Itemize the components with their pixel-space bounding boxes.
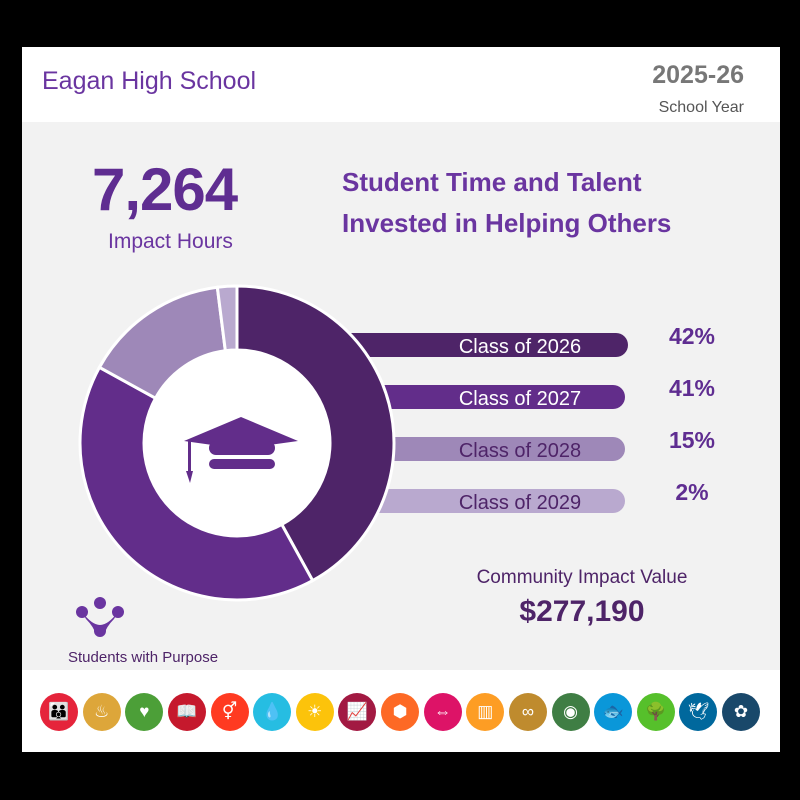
percent-label: 41% [668,375,716,401]
school-year-label: School Year [658,99,744,116]
chart-title-line-2: Invested in Helping Others [342,208,672,238]
impact-hours-label: Impact Hours [108,230,233,253]
donut-chart: Class of 2026 Class of 2027 Class of 2028 C… [78,284,628,602]
gender-equality-icon: ⚥ [210,693,249,731]
sdg-icons-row: 👪 ♨ ♥ 📖 ⚥ 💧 ☀ 📈 ⬢ ⇔ ▥ ∞ ◉ 🐟 🌳 🕊 ✿ [40,693,760,733]
percent-label: 15% [668,427,716,453]
chart-title-line-1: Student Time and Talent [342,167,642,197]
bar-label: Class of 2029 [459,492,581,514]
bar-class-of-2027 [342,385,625,409]
decent-work-icon: 📈 [338,693,377,731]
industry-innovation-icon: ⬢ [381,693,419,731]
community-impact-label: Community Impact Value [476,567,688,588]
infographic-card: Eagan High School 2025-26 School Year 7,… [22,47,780,752]
bar-label: Class of 2026 [459,336,581,358]
bar-class-of-2026 [342,333,628,357]
clean-water-icon: 💧 [253,693,292,731]
donut-slice-class-of-2026 [235,284,396,583]
donut-slice-class-of-2027 [78,365,315,602]
good-health-icon: ♥ [125,693,164,731]
bar-label: Class of 2027 [459,388,581,410]
climate-action-icon: ◉ [551,693,590,731]
percent-label: 42% [668,323,716,349]
bar-class-of-2028 [342,437,625,461]
community-impact-value: $277,190 [519,595,645,628]
percent-label: 2% [675,479,709,505]
brand-name: Students with Purpose [68,649,219,666]
no-poverty-icon: 👪 [40,693,78,731]
zero-hunger-icon: ♨ [82,693,121,731]
reduced-inequalities-icon: ⇔ [423,693,462,731]
bar-label: Class of 2028 [459,440,581,462]
bar-class-of-2029 [342,489,625,513]
partnerships-icon: ✿ [722,693,760,731]
life-on-land-icon: 🌳 [636,693,675,731]
life-below-water-icon: 🐟 [594,693,633,731]
school-year: 2025-26 [652,61,744,89]
quality-education-icon: 📖 [167,693,206,731]
responsible-consumption-icon: ∞ [508,693,547,731]
impact-hours-value: 7,264 [92,156,238,223]
clean-energy-icon: ☀ [295,693,334,731]
donut-slice-class-of-2029 [215,284,239,353]
school-name: Eagan High School [42,67,257,95]
students-with-purpose-logo-icon [76,597,124,637]
peace-justice-icon: 🕊 [679,693,718,731]
sustainable-cities-icon: ▥ [466,693,505,731]
graduation-cap-icon [184,417,298,483]
chart-title: Student Time and Talent Invested in Help… [342,162,671,244]
